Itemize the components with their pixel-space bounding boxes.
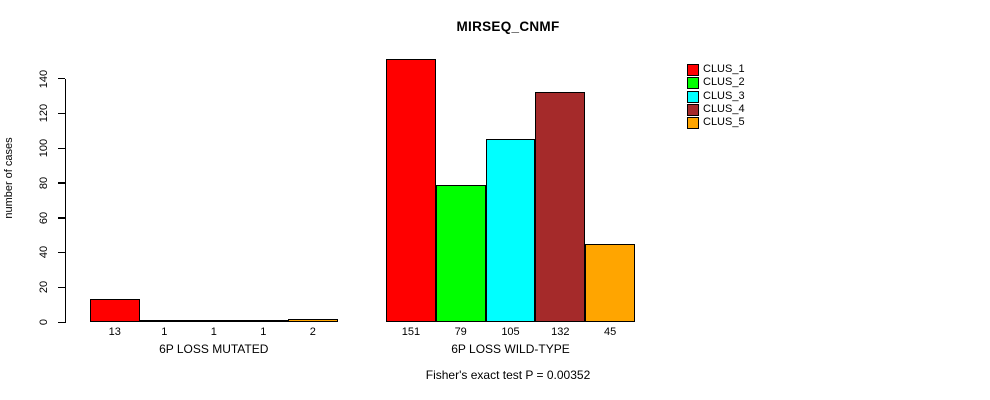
bar [585,243,635,322]
bar [435,184,486,322]
y-axis-line [65,78,67,323]
bar [139,320,189,322]
y-axis-label: number of cases [3,137,15,219]
legend-label: CLUS_5 [703,116,745,129]
y-tick [58,78,65,80]
bar [238,320,288,322]
bar-value-label: 151 [401,326,421,338]
y-tick [58,147,65,149]
legend-swatch [687,90,699,103]
legend-label: CLUS_1 [703,63,745,75]
bar-value-label: 13 [108,326,121,338]
legend-swatch [687,117,699,130]
legend-swatch [687,77,699,90]
bar-value-label: 105 [501,326,520,338]
bar [485,139,536,322]
legend-label: CLUS_4 [703,102,745,115]
y-tick [58,217,65,219]
footer-stat-text: Fisher's exact test P = 0.00352 [425,368,591,382]
y-tick [58,286,65,289]
legend-swatch [687,103,699,116]
bar-value-label: 1 [260,326,267,338]
bar-value-label: 2 [309,326,316,338]
legend-swatch [687,64,699,76]
y-tick-label: 120 [38,104,50,123]
y-tick [58,251,65,254]
bar-value-label: 45 [603,326,617,338]
legend-label: CLUS_2 [703,76,745,89]
legend-label: CLUS_3 [703,89,745,102]
y-tick-label: 100 [38,138,50,158]
y-tick-label: 140 [38,69,50,88]
y-tick-label: 80 [38,176,50,189]
y-tick [58,321,65,323]
x-group-label: 6P LOSS WILD-TYPE [451,342,570,356]
bar-value-label: 79 [454,326,467,338]
bar [189,320,239,322]
bar [386,59,436,322]
x-group-label: 6P LOSS MUTATED [159,342,269,356]
bar [90,299,140,322]
bar [535,92,586,322]
y-tick-label: 20 [38,281,50,294]
y-tick [58,112,65,115]
y-tick-label: 0 [38,318,50,326]
bar-value-label: 1 [210,326,217,338]
chart-title: MIRSEQ_CNMF [456,19,560,34]
y-tick [58,182,65,184]
bar-value-label: 1 [161,326,168,338]
bar-value-label: 132 [551,326,570,338]
bar [288,318,338,322]
y-tick-label: 40 [38,246,50,259]
y-tick-label: 60 [38,211,50,224]
